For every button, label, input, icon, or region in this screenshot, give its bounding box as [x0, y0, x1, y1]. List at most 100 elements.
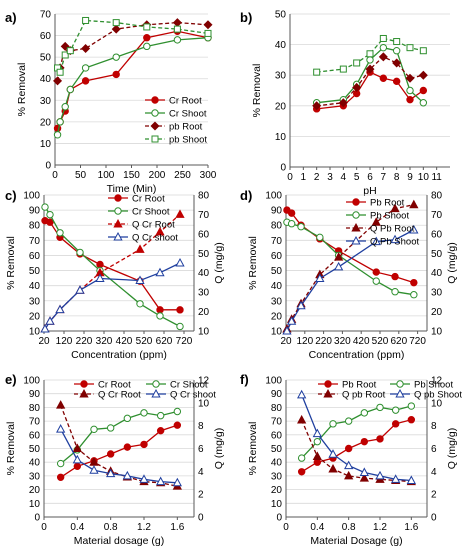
series-pb-shoot — [297, 402, 416, 462]
data-point — [392, 58, 402, 68]
y2-tick-label: 20 — [198, 307, 210, 318]
y2-tick-label: 8 — [431, 421, 437, 432]
data-point — [392, 47, 401, 55]
legend-label: Cr Shoot — [170, 379, 208, 390]
y-tick-label: 30 — [271, 471, 283, 482]
legend-marker — [114, 194, 122, 202]
y-tick-label: 60 — [271, 251, 283, 262]
legend-label: Pb Shoot — [370, 210, 409, 221]
y-tick-label: 70 — [271, 417, 283, 428]
x-axis-label: Concentration (ppm) — [71, 349, 167, 361]
series-pb-shoot — [54, 16, 212, 76]
y-tick-label: 90 — [271, 206, 283, 217]
x-tick-label: 8 — [394, 172, 400, 183]
legend-marker — [323, 388, 333, 398]
series-pb-root — [297, 416, 416, 476]
data-point — [391, 288, 399, 296]
data-point — [176, 322, 184, 331]
data-point — [112, 19, 120, 27]
x-tick-label: 50 — [75, 170, 87, 181]
y-tick-label: 60 — [29, 251, 41, 262]
data-point — [360, 437, 369, 446]
x-tick-label: 1.2 — [137, 522, 151, 533]
y2-tick-label: 10 — [198, 398, 210, 409]
y-tick-label: 50 — [271, 444, 283, 455]
data-point — [372, 268, 380, 276]
y-tick-label: 10 — [29, 327, 41, 338]
data-point — [46, 210, 54, 219]
data-point — [315, 273, 325, 283]
y-tick-label: 30 — [29, 296, 41, 307]
x-axis-label: Time (Min) — [107, 183, 157, 195]
data-point — [312, 101, 322, 111]
data-point — [391, 474, 401, 483]
data-point — [359, 467, 369, 476]
data-point — [82, 16, 90, 24]
y-tick-label: 30 — [29, 471, 41, 482]
panel-letter: e) — [5, 372, 17, 387]
legend-label: Pb Root — [342, 379, 377, 390]
x-tick-label: 10 — [418, 172, 430, 183]
y-tick-label: 60 — [40, 31, 52, 42]
x-tick-label: 0 — [283, 522, 289, 533]
y-tick-label: 50 — [29, 444, 41, 455]
x-tick-label: 220 — [76, 336, 93, 347]
data-point — [156, 306, 164, 314]
legend: Cr Root Cr Shoot Q Cr Root Q Cr shoot — [108, 193, 178, 243]
data-point — [287, 209, 296, 217]
x-tick-label: 420 — [116, 336, 133, 347]
x-tick-label: 620 — [156, 336, 173, 347]
data-point — [55, 304, 65, 314]
data-point — [81, 77, 90, 85]
data-point — [136, 300, 144, 308]
data-point — [353, 59, 361, 67]
data-point — [365, 64, 375, 74]
legend-label: pb Root — [169, 121, 203, 132]
y2-tick-label: 12 — [431, 376, 443, 387]
data-point — [376, 435, 384, 443]
series-pb-shoot — [313, 34, 427, 76]
y-tick-label: 90 — [271, 389, 283, 400]
data-point — [89, 465, 99, 474]
legend-marker — [150, 121, 160, 131]
legend-marker — [351, 222, 361, 232]
data-point — [40, 324, 50, 333]
y2-tick-label: 0 — [198, 513, 204, 524]
y-tick-label: 50 — [275, 10, 287, 21]
data-point — [359, 473, 369, 482]
legend-label: Q Cr Root — [98, 389, 141, 400]
y-tick-label: 10 — [271, 499, 283, 510]
data-point — [344, 417, 353, 425]
y-tick-label: 70 — [29, 417, 41, 428]
data-point — [111, 24, 121, 34]
y-tick-label: 80 — [271, 403, 283, 414]
panel-letter: b) — [240, 10, 252, 25]
y-tick-label: 60 — [271, 430, 283, 441]
data-point — [81, 64, 90, 72]
x-tick-label: 200 — [149, 170, 166, 181]
data-point — [406, 95, 414, 104]
y-tick-label: 50 — [29, 266, 41, 277]
x-tick-label: 1 — [301, 172, 307, 183]
legend-label: Q Cr Root — [132, 219, 175, 230]
data-point — [406, 86, 414, 95]
legend-marker — [151, 388, 161, 398]
chart-panel-6: f) 0 10 20 30 40 50 60 70 80 90 100 0 0.4 0.8 1.2 1.6 0 2 4… — [240, 372, 462, 547]
data-point — [390, 234, 400, 244]
y-tick-label: 40 — [40, 74, 52, 85]
legend-marker — [152, 380, 160, 388]
x-tick-label: 0.8 — [104, 522, 118, 533]
legend-label: Cr Shoot — [132, 206, 170, 217]
y2-tick-label: 40 — [198, 268, 210, 279]
data-point — [371, 236, 381, 246]
x-tick-label: 20 — [280, 336, 292, 347]
data-point — [312, 451, 322, 460]
legend-marker — [80, 380, 88, 388]
x-tick-label: 7 — [381, 172, 387, 183]
legend-label: Pb Root — [370, 197, 405, 208]
y2-tick-label: 20 — [431, 307, 443, 318]
y-tick-label: 20 — [40, 117, 52, 128]
data-point — [375, 470, 385, 480]
y2-tick-label: 8 — [198, 421, 204, 432]
